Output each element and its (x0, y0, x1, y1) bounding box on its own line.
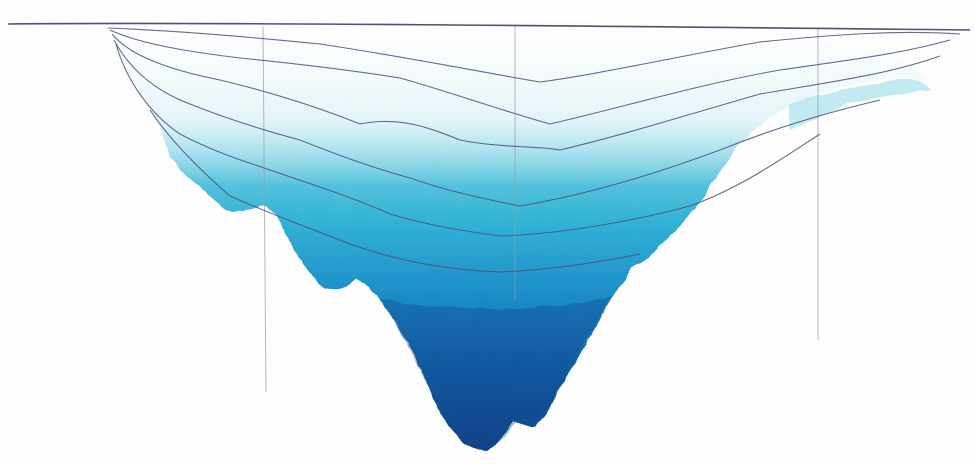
paper-grain (0, 0, 975, 464)
watercolor-lake-cross-section (0, 0, 975, 464)
